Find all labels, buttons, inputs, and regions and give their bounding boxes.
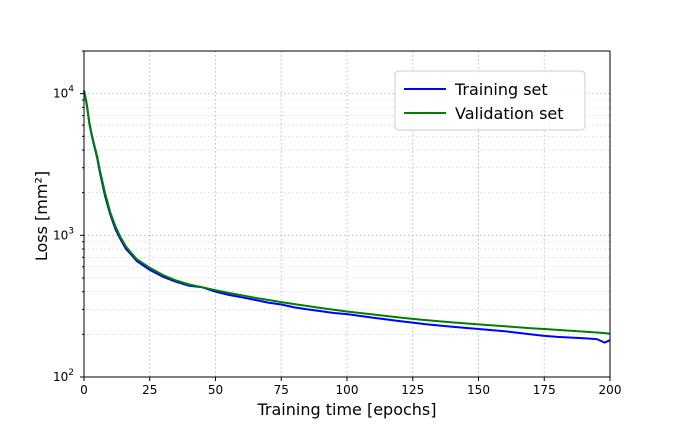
y-tick-label: 104 — [53, 85, 74, 101]
series-line-validation-set — [83, 90, 611, 335]
x-tick-label: 200 — [599, 383, 622, 397]
legend: Training set Validation set — [394, 70, 586, 131]
x-tick-label: 50 — [208, 383, 223, 397]
ticks: 0 25 50 75 100 125 150 175 200 102 103 104 — [53, 50, 622, 397]
plot-lines — [83, 90, 611, 344]
x-axis-label: Training time [epochs] — [257, 400, 437, 419]
y-tick-label: 102 — [53, 368, 74, 384]
legend-box — [394, 70, 586, 131]
x-tick-label: 150 — [467, 383, 490, 397]
x-tick-label: 0 — [80, 383, 88, 397]
x-tick-label: 100 — [336, 383, 359, 397]
legend-label-training: Training set — [454, 80, 548, 99]
x-tick-label: 75 — [274, 383, 289, 397]
x-tick-label: 125 — [401, 383, 424, 397]
y-tick-label: 103 — [53, 226, 74, 242]
legend-label-validation: Validation set — [455, 104, 564, 123]
x-tick-label: 25 — [142, 383, 157, 397]
x-tick-label: 175 — [533, 383, 556, 397]
y-axis-label: Loss [mm²] — [32, 171, 51, 261]
